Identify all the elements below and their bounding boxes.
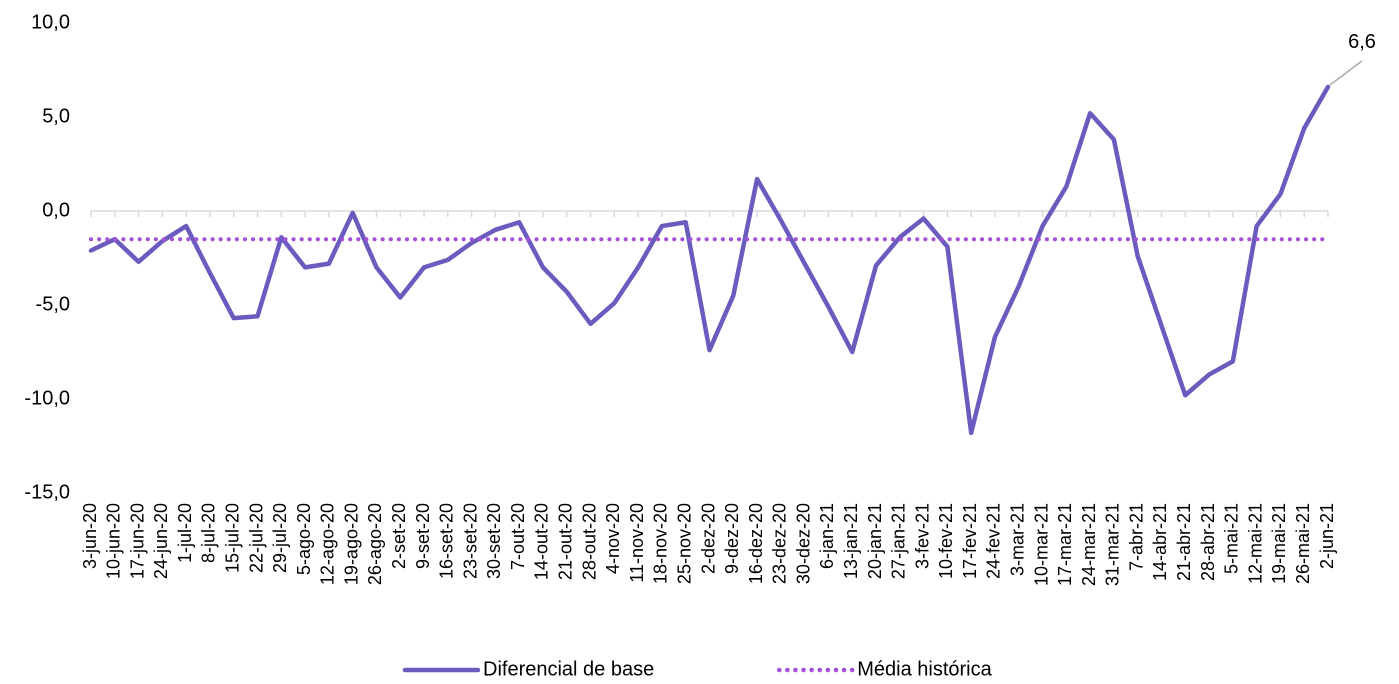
x-tick-label: 28-out-20 [579, 503, 599, 580]
x-tick-label: 24-jun-20 [151, 503, 171, 579]
x-tick-label: 14-abr-21 [1150, 503, 1170, 581]
x-tick-label: 2-set-20 [389, 503, 409, 569]
x-tick-label: 9-set-20 [413, 503, 433, 569]
series-line [88, 84, 1331, 436]
x-tick-label: 13-jan-21 [841, 503, 861, 579]
x-tick-label: 3-mar-21 [1008, 503, 1028, 576]
x-tick-label: 23-dez-20 [770, 503, 790, 584]
x-tick-label: 10-jun-20 [104, 503, 124, 579]
x-tick-label: 14-out-20 [532, 503, 552, 580]
x-tick-label: 22-jul-20 [246, 503, 266, 573]
x-tick-label: 2-dez-20 [698, 503, 718, 574]
x-tick-label: 30-set-20 [484, 503, 504, 579]
x-tick-label: 21-abr-21 [1174, 503, 1194, 581]
x-tick-label: 16-set-20 [437, 503, 457, 579]
x-tick-label: 6-jan-21 [817, 503, 837, 569]
y-tick-label: -15,0 [24, 481, 70, 503]
y-tick-label: -10,0 [24, 387, 70, 409]
x-tick-label: 8-jul-20 [199, 503, 219, 563]
x-tick-label: 7-out-20 [508, 503, 528, 570]
x-tick-label: 25-nov-20 [674, 503, 694, 584]
x-tick-label: 3-fev-21 [912, 503, 932, 569]
x-tick-label: 9-dez-20 [722, 503, 742, 574]
x-tick-label: 17-mar-21 [1055, 503, 1075, 586]
x-tick-label: 24-fev-21 [984, 503, 1004, 579]
x-tick-label: 28-abr-21 [1198, 503, 1218, 581]
x-tick-label: 26-ago-20 [365, 503, 385, 585]
y-tick-label: -5,0 [36, 293, 70, 315]
x-tick-label: 20-jan-21 [865, 503, 885, 579]
x-tick-label: 5-ago-20 [294, 503, 314, 575]
legend-label: Diferencial de base [483, 658, 654, 680]
x-tick-label: 15-jul-20 [222, 503, 242, 573]
x-tick-label: 4-nov-20 [603, 503, 623, 574]
x-tick-label: 2-jun-21 [1317, 503, 1337, 569]
x-tick-label: 10-fev-21 [936, 503, 956, 579]
x-tick-label: 26-mai-21 [1293, 503, 1313, 584]
x-tick-label: 17-jun-20 [127, 503, 147, 579]
x-tick-label: 12-mai-21 [1245, 503, 1265, 584]
x-tick-label: 18-nov-20 [651, 503, 671, 584]
label-leader [1329, 60, 1363, 86]
x-tick-label: 27-jan-21 [889, 503, 909, 579]
x-tick-label: 12-ago-20 [318, 503, 338, 585]
x-tick-label: 19-mai-21 [1269, 503, 1289, 584]
x-tick-label: 16-dez-20 [746, 503, 766, 584]
x-tick-label: 7-abr-21 [1126, 503, 1146, 571]
x-tick-label: 10-mar-21 [1031, 503, 1051, 586]
x-tick-label: 11-nov-20 [627, 503, 647, 583]
y-tick-label: 0,0 [42, 199, 70, 221]
x-tick-label: 24-mar-21 [1079, 503, 1099, 586]
x-tick-label: 21-out-20 [556, 503, 576, 580]
data-label: 6,6 [1348, 31, 1376, 53]
y-tick-label: 10,0 [31, 11, 70, 33]
x-tick-label: 30-dez-20 [793, 503, 813, 584]
x-tick-label: 23-set-20 [460, 503, 480, 579]
x-tick-label: 31-mar-21 [1103, 503, 1123, 586]
y-tick-label: 5,0 [42, 105, 70, 127]
x-tick-label: 5-mai-21 [1222, 503, 1242, 574]
x-tick-label: 29-jul-20 [270, 503, 290, 573]
x-tick-label: 19-ago-20 [341, 503, 361, 585]
legend-item: Diferencial de base [402, 658, 654, 680]
x-tick-label: 3-jun-20 [80, 503, 100, 569]
x-tick-label: 17-fev-21 [960, 503, 980, 579]
legend-item: Média histórica [776, 658, 993, 680]
legend-label: Média histórica [857, 658, 992, 680]
x-tick-label: 1-jul-20 [175, 503, 195, 563]
